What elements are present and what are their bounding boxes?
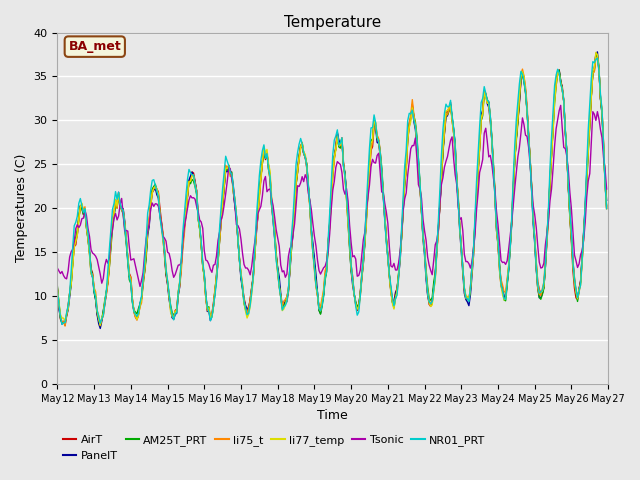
li77_temp xyxy=(219,198,227,204)
AM25T_PRT xyxy=(603,203,611,209)
PanelT xyxy=(593,49,601,55)
AM25T_PRT xyxy=(246,300,254,305)
Line: Tsonic: Tsonic xyxy=(58,106,607,287)
li75_t xyxy=(295,155,303,161)
NR01_PRT xyxy=(593,55,601,61)
AM25T_PRT xyxy=(219,200,227,206)
X-axis label: Time: Time xyxy=(317,409,348,422)
Tsonic xyxy=(603,186,611,192)
AM25T_PRT xyxy=(54,284,61,289)
PanelT xyxy=(573,296,581,301)
Tsonic xyxy=(136,284,144,289)
li77_temp xyxy=(592,49,600,55)
PanelT xyxy=(54,289,61,295)
li75_t xyxy=(122,238,130,243)
li75_t xyxy=(61,323,69,329)
PanelT xyxy=(219,202,227,207)
NR01_PRT xyxy=(54,288,61,294)
li77_temp xyxy=(54,288,61,293)
li77_temp xyxy=(603,205,611,211)
AM25T_PRT xyxy=(592,52,600,58)
PanelT xyxy=(237,276,245,282)
NR01_PRT xyxy=(122,238,130,244)
AM25T_PRT xyxy=(573,299,581,304)
Tsonic xyxy=(295,183,303,189)
AirT xyxy=(237,274,245,279)
PanelT xyxy=(603,197,611,203)
li77_temp xyxy=(237,271,245,276)
li75_t xyxy=(237,270,245,276)
AM25T_PRT xyxy=(237,272,245,277)
li77_temp xyxy=(97,322,104,328)
Line: li75_t: li75_t xyxy=(58,57,607,326)
Line: PanelT: PanelT xyxy=(58,52,607,328)
li75_t xyxy=(573,295,581,300)
AirT xyxy=(295,156,303,162)
NR01_PRT xyxy=(603,206,611,212)
Tsonic xyxy=(246,272,254,278)
Tsonic xyxy=(575,261,583,267)
AM25T_PRT xyxy=(97,323,104,329)
li77_temp xyxy=(246,304,254,310)
AirT xyxy=(54,285,61,291)
NR01_PRT xyxy=(237,272,245,278)
AirT xyxy=(603,205,611,211)
li77_temp xyxy=(122,235,130,240)
Line: AirT: AirT xyxy=(58,55,607,325)
AirT xyxy=(573,297,581,302)
PanelT xyxy=(97,325,104,331)
Line: NR01_PRT: NR01_PRT xyxy=(58,58,607,324)
li75_t xyxy=(603,206,611,212)
Text: BA_met: BA_met xyxy=(68,40,121,53)
NR01_PRT xyxy=(295,141,303,147)
Tsonic xyxy=(121,228,129,234)
li75_t xyxy=(219,201,227,207)
AirT xyxy=(246,296,254,302)
li77_temp xyxy=(573,296,581,301)
AirT xyxy=(97,322,104,328)
NR01_PRT xyxy=(219,186,227,192)
li75_t xyxy=(246,297,254,302)
li75_t xyxy=(54,288,61,293)
Line: AM25T_PRT: AM25T_PRT xyxy=(58,55,607,326)
AM25T_PRT xyxy=(295,154,303,159)
PanelT xyxy=(295,153,303,159)
Tsonic xyxy=(54,265,61,271)
PanelT xyxy=(122,235,130,241)
Tsonic xyxy=(219,212,227,218)
Legend: AirT, PanelT, AM25T_PRT, li75_t, li77_temp, Tsonic, NR01_PRT: AirT, PanelT, AM25T_PRT, li75_t, li77_te… xyxy=(63,435,485,461)
Line: li77_temp: li77_temp xyxy=(58,52,607,325)
NR01_PRT xyxy=(58,322,66,327)
PanelT xyxy=(246,299,254,304)
Title: Temperature: Temperature xyxy=(284,15,381,30)
AirT xyxy=(122,239,130,244)
AirT xyxy=(219,202,227,207)
li75_t xyxy=(593,54,601,60)
Y-axis label: Temperatures (C): Temperatures (C) xyxy=(15,154,28,263)
li77_temp xyxy=(295,156,303,162)
AirT xyxy=(592,52,600,58)
Tsonic xyxy=(557,103,564,108)
Tsonic xyxy=(237,237,245,242)
AM25T_PRT xyxy=(122,240,130,246)
NR01_PRT xyxy=(246,302,254,308)
NR01_PRT xyxy=(573,295,581,300)
